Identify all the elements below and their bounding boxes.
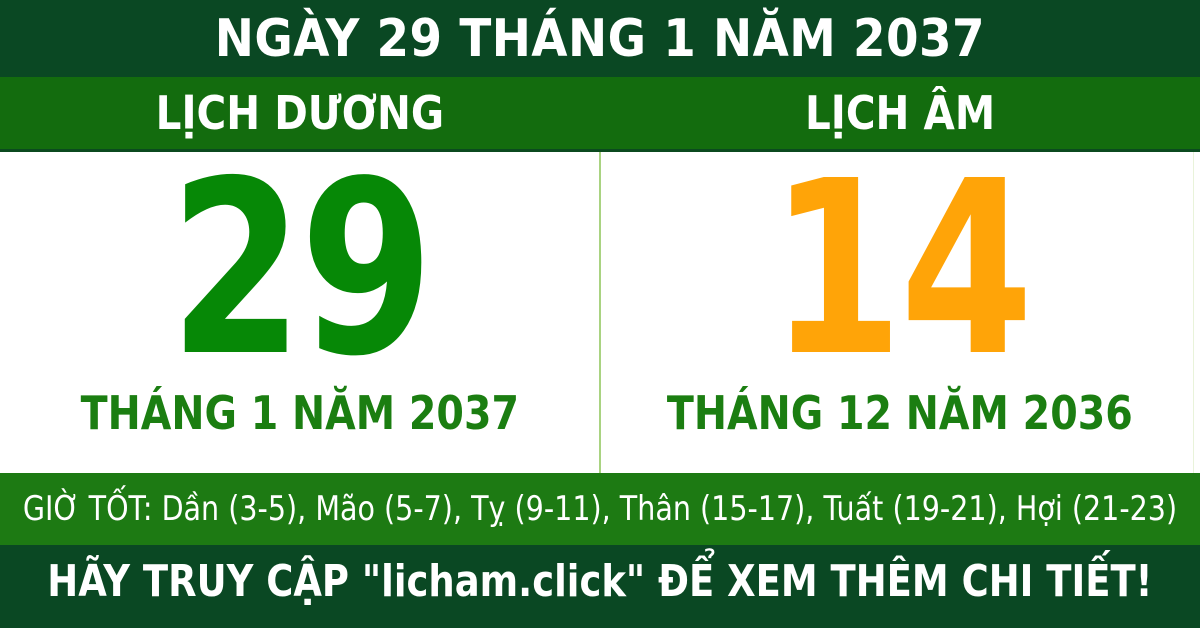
calendar-panels: 29 THÁNG 1 NĂM 2037 14 THÁNG 12 NĂM 2036 xyxy=(0,129,1200,473)
footer-band: HÃY TRUY CẬP "licham.click" ĐỂ XEM THÊM … xyxy=(0,545,1200,628)
footer-cta-text: HÃY TRUY CẬP "licham.click" ĐỂ XEM THÊM … xyxy=(47,556,1153,607)
solar-calendar-label: LỊCH DƯƠNG xyxy=(155,86,445,140)
calendar-type-band: LỊCH DƯƠNG LỊCH ÂM xyxy=(0,77,1200,152)
right-edge-line xyxy=(1193,152,1194,473)
header-band: NGÀY 29 THÁNG 1 NĂM 2037 xyxy=(0,0,1200,77)
solar-day-number: 29 xyxy=(169,129,434,409)
solar-month-year: THÁNG 1 NĂM 2037 xyxy=(80,386,520,440)
good-hours-band: GIỜ TỐT: Dần (3-5), Mão (5-7), Tỵ (9-11)… xyxy=(0,473,1200,545)
lunar-calendar-label: LỊCH ÂM xyxy=(804,86,996,140)
lunar-panel: 14 THÁNG 12 NĂM 2036 xyxy=(600,129,1200,473)
solar-label-cell: LỊCH DƯƠNG xyxy=(0,77,600,149)
good-hours-text: GIỜ TỐT: Dần (3-5), Mão (5-7), Tỵ (9-11)… xyxy=(22,489,1178,529)
solar-panel: 29 THÁNG 1 NĂM 2037 xyxy=(0,129,600,473)
lunar-month-year: THÁNG 12 NĂM 2036 xyxy=(667,386,1133,440)
panel-divider xyxy=(599,152,601,473)
header-date-title: NGÀY 29 THÁNG 1 NĂM 2037 xyxy=(214,8,986,69)
lunar-day-number: 14 xyxy=(769,129,1034,409)
lunar-label-cell: LỊCH ÂM xyxy=(600,77,1200,149)
